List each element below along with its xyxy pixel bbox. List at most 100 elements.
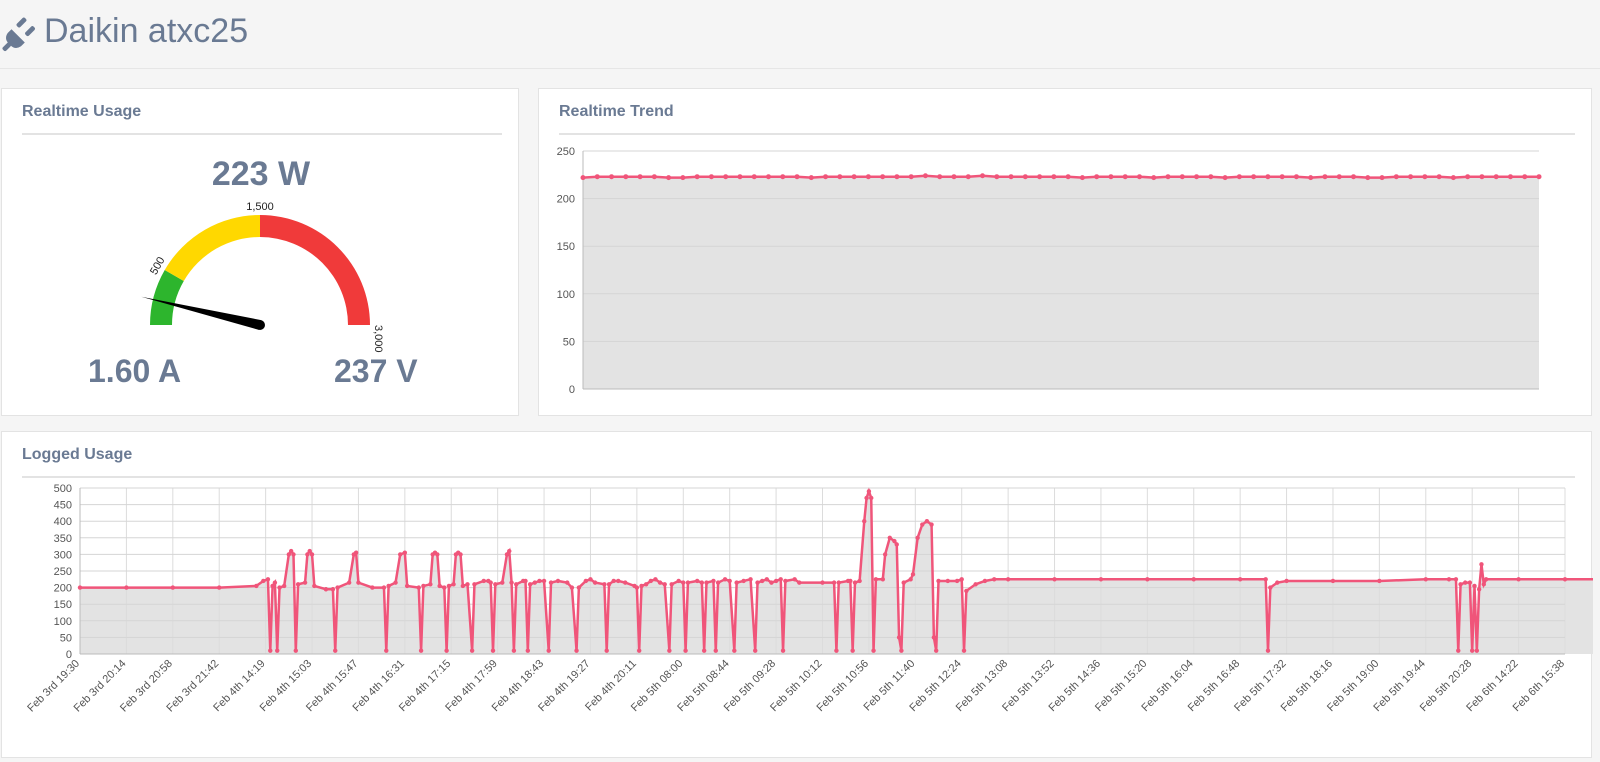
data-point [669, 582, 674, 587]
data-point [643, 582, 649, 587]
data-point [217, 585, 222, 590]
data-point [275, 648, 280, 653]
divider [22, 476, 1575, 478]
data-point [636, 648, 642, 653]
data-point [265, 577, 271, 582]
data-point [1436, 174, 1442, 180]
chart-area-fill [583, 175, 1539, 389]
data-point [353, 550, 359, 555]
data-point [611, 578, 616, 584]
data-point [653, 577, 658, 582]
realtime-usage-panel: Realtime Usage 223 W 500 1,500 3,000 1.60 … [1, 88, 519, 416]
data-point [1052, 577, 1057, 582]
data-point [458, 552, 463, 557]
data-point [1450, 175, 1456, 181]
data-point [335, 585, 340, 590]
data-point [293, 648, 298, 653]
data-point [748, 577, 753, 582]
data-point [1237, 577, 1243, 582]
data-point [416, 585, 421, 590]
data-point [792, 577, 797, 582]
y-tick-label: 250 [54, 566, 72, 578]
data-point [268, 648, 273, 653]
data-point [852, 580, 858, 585]
data-point [541, 578, 547, 584]
data-point [837, 174, 843, 180]
data-point [936, 578, 941, 584]
data-point [961, 648, 967, 653]
data-point [1536, 174, 1542, 180]
y-tick-label: 400 [54, 516, 72, 528]
data-point [77, 585, 83, 590]
data-point [681, 580, 686, 585]
panel-title: Realtime Trend [559, 103, 674, 120]
data-point [676, 578, 681, 584]
data-point [307, 548, 312, 554]
data-point [1453, 577, 1459, 582]
data-point [834, 648, 839, 653]
data-point [525, 648, 531, 653]
gauge-tick-label: 1,500 [246, 201, 274, 213]
divider [22, 133, 502, 135]
data-point [1377, 578, 1382, 584]
data-point [1393, 174, 1399, 180]
y-tick-label: 100 [557, 289, 575, 301]
divider [559, 133, 1575, 135]
data-point [964, 588, 969, 594]
data-point [1094, 174, 1100, 180]
data-point [532, 580, 537, 585]
data-point [753, 648, 758, 653]
data-point [965, 174, 971, 180]
data-point [1465, 174, 1471, 180]
data-point [755, 580, 760, 585]
data-point [1516, 577, 1521, 582]
data-point [992, 577, 997, 582]
y-tick-label: 0 [569, 384, 575, 396]
data-point [465, 582, 470, 587]
data-point [680, 175, 686, 181]
data-point [699, 580, 705, 585]
data-point [1275, 580, 1280, 585]
data-point [1236, 174, 1242, 180]
data-point [667, 648, 672, 653]
data-point [797, 580, 802, 585]
data-point [871, 648, 876, 653]
data-point [588, 577, 593, 582]
data-point [286, 552, 292, 557]
data-point [851, 174, 857, 180]
data-point [288, 548, 294, 554]
data-point [1308, 175, 1314, 181]
data-point [1562, 577, 1568, 582]
y-tick-label: 150 [54, 599, 72, 611]
data-point [469, 648, 475, 653]
data-point [442, 585, 447, 590]
data-point [751, 174, 757, 180]
data-point [592, 580, 598, 585]
data-point [548, 580, 554, 585]
data-point [421, 583, 426, 589]
data-point [980, 173, 986, 179]
y-tick-label: 0 [66, 649, 72, 661]
data-point [1151, 175, 1157, 181]
data-point [704, 580, 709, 585]
data-point [270, 583, 275, 589]
data-point [1265, 648, 1271, 653]
data-point [623, 580, 628, 585]
data-point [490, 648, 496, 653]
data-point [507, 548, 512, 554]
data-point [945, 578, 950, 584]
data-point [1351, 174, 1357, 180]
data-point [896, 635, 902, 640]
gauge-band-0 [150, 270, 184, 325]
voltage-reading: 237 V [334, 353, 418, 389]
data-point [1336, 174, 1342, 180]
data-point [488, 580, 493, 585]
data-point [864, 495, 869, 501]
data-point [1408, 174, 1414, 180]
data-point [920, 522, 925, 527]
data-point [873, 577, 879, 582]
data-point [694, 174, 700, 180]
gauge-band-1 [164, 215, 260, 281]
data-point [1481, 582, 1486, 587]
